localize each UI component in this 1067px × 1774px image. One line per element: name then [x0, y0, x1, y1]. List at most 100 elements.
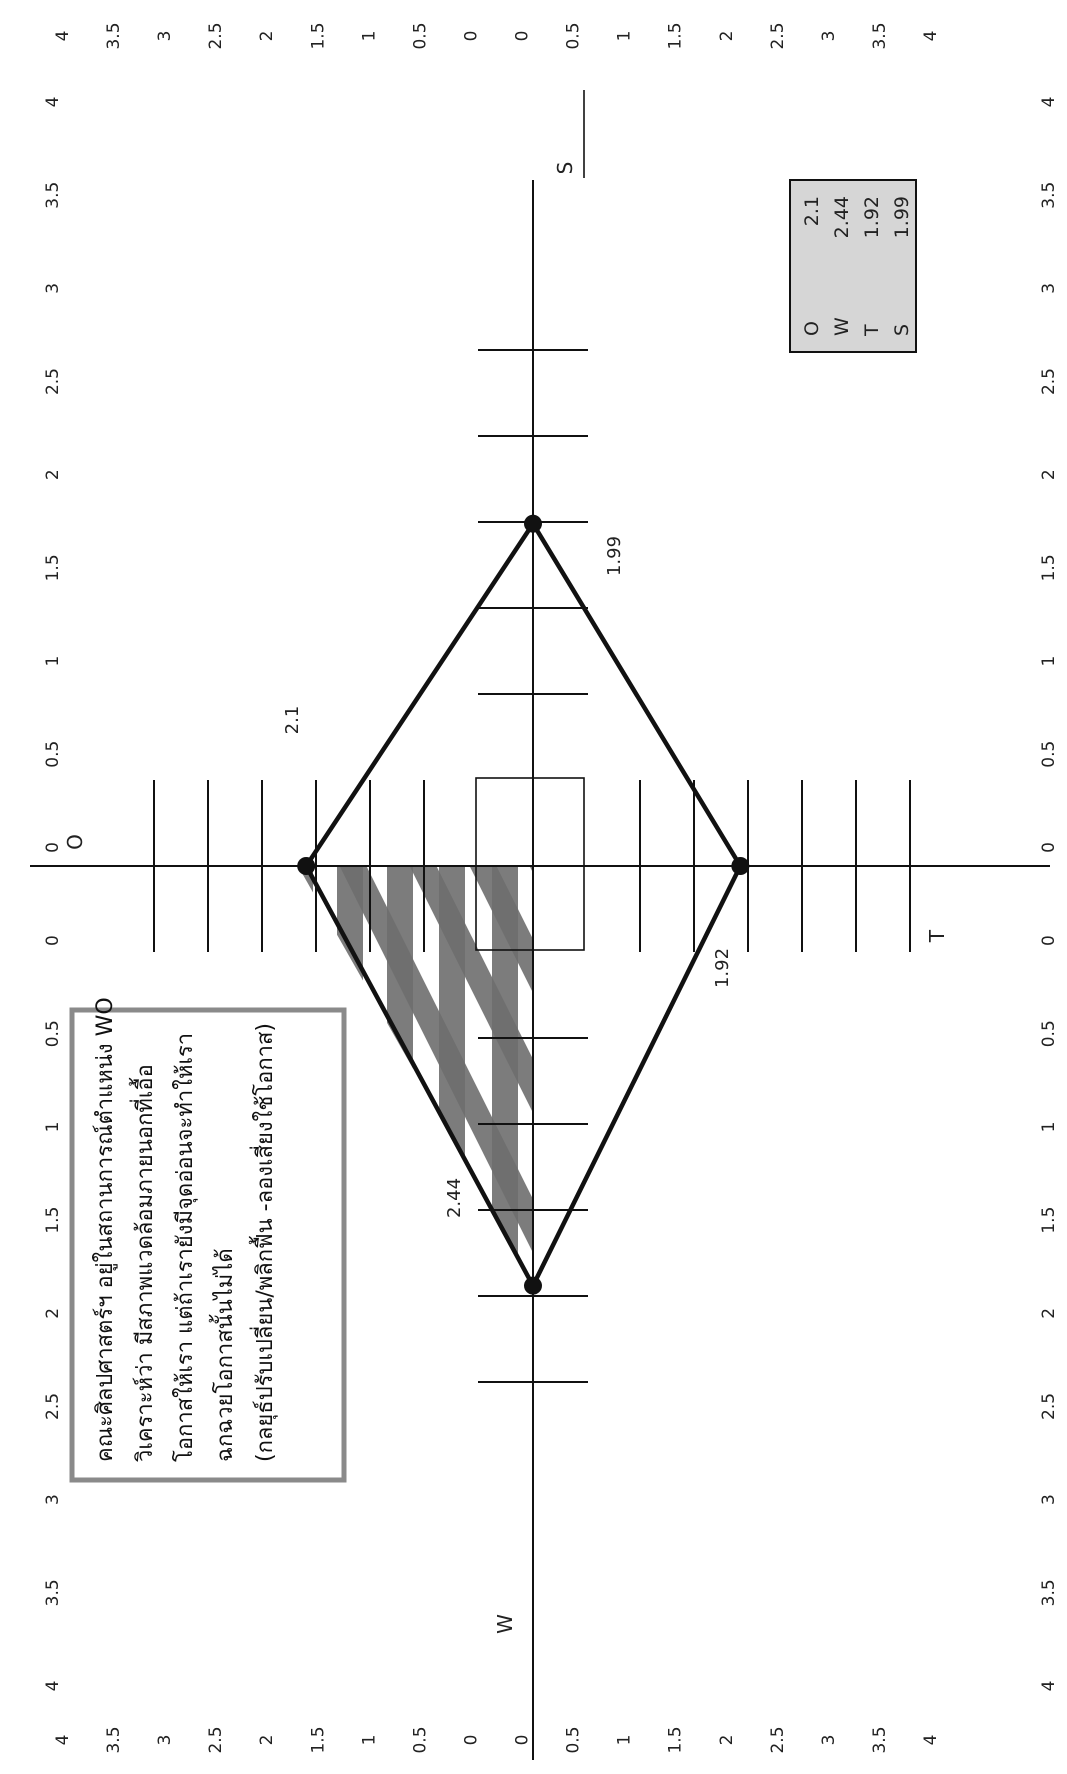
tick-label: 4: [1039, 1681, 1059, 1692]
tick-label: 3: [819, 1735, 839, 1746]
tick-label: 2: [257, 1735, 277, 1746]
tick-label: 1: [359, 31, 379, 42]
point-o: [297, 857, 316, 875]
tick-label: 2.5: [768, 1726, 788, 1753]
legend-background: [789, 179, 917, 353]
tick-label: 2: [717, 1735, 737, 1746]
point-w: [524, 1276, 542, 1295]
tick-label: 0.5: [410, 1726, 430, 1753]
tick-label: 1.5: [1039, 554, 1059, 581]
tick-label: 2: [1039, 1308, 1059, 1319]
value-label-w: 2.44: [444, 1178, 465, 1218]
point-t: [731, 857, 750, 875]
axis-label-w: W: [493, 1614, 517, 1634]
tick-label: 3: [155, 1735, 175, 1746]
axis-label-t: T: [925, 929, 949, 943]
tick-label: 4: [43, 1681, 63, 1692]
note-line: โอกาสให้เรา แต่ถ้าเรายังมีจุดอ่อนจะทำให้…: [172, 1033, 198, 1462]
tick-label: 2.5: [1039, 1393, 1059, 1420]
value-label-s: 1.99: [604, 536, 625, 576]
legend-value: 1.99: [891, 196, 913, 238]
tick-label: 1: [43, 1122, 63, 1133]
tick-label: 4: [921, 31, 941, 42]
tick-label: 4: [53, 31, 73, 42]
legend-value: 2.44: [831, 196, 853, 238]
tick-label: 0.5: [1039, 1020, 1059, 1047]
tick-label: 0.5: [564, 1726, 584, 1753]
tick-label: 3: [1039, 1494, 1059, 1505]
tick-label: 0.5: [564, 22, 584, 49]
tick-label: 2: [257, 31, 277, 42]
legend-key: T: [861, 324, 883, 337]
tick-label: 3.5: [43, 182, 63, 209]
value-label-o: 2.1: [282, 706, 303, 735]
tick-label: 2.5: [43, 1393, 63, 1420]
tick-labels-left: 4 3.5 3 2.5 2 1.5 1 0.5 0 0 0.5 1 1.5 2 2.5 3 3.5 4: [53, 1726, 941, 1753]
legend-key: S: [891, 324, 913, 336]
note-line: (กลยุธ์ปรับเปลี่ยน/พลิกฟื้น -ลองเสี่ยงใช…: [249, 1023, 278, 1462]
tick-labels-bottom: 4 3.5 3 2.5 2 1.5 1 0.5 0 0 0.5 1 1.5 2 2.5 3 3.5 4: [1039, 97, 1059, 1692]
tick-label: 3.5: [1039, 1579, 1059, 1606]
note-box: [69, 1007, 347, 1483]
tick-label: 0.5: [410, 22, 430, 49]
tick-label: 2.5: [768, 22, 788, 49]
tick-labels-top: 4 3.5 3 2.5 2 1.5 1 0.5 0 0 0.5 1 1.5 2 2.5 3 3.5 4: [43, 97, 63, 1692]
tick-label: 1: [615, 1735, 635, 1746]
tick-label: 2.5: [206, 22, 226, 49]
tick-label: 3: [43, 1494, 63, 1505]
tick-label: 3.5: [104, 22, 124, 49]
tick-label: 3: [43, 283, 63, 294]
tick-label: 1: [1039, 1122, 1059, 1133]
tick-label: 0.5: [43, 1020, 63, 1047]
tick-label: 1.5: [308, 22, 328, 49]
tick-label: 1: [359, 1735, 379, 1746]
value-label-t: 1.92: [712, 948, 733, 988]
hatch-diagonal-band: [389, 866, 533, 1280]
tick-label: 1: [615, 31, 635, 42]
note-text: คณะศิลปศาสตร์ฯ อยู่ในสถานการณ์ตำแหน่ง WO…: [92, 997, 278, 1462]
tick-label: 1.5: [666, 1726, 686, 1753]
tick-label: 4: [921, 1735, 941, 1746]
legend-key: W: [831, 317, 853, 336]
tick-label: 3.5: [1039, 182, 1059, 209]
hatch-diagonal-band: [449, 866, 533, 1280]
tick-label: 4: [1039, 97, 1059, 108]
tick-label: 0.5: [43, 741, 63, 768]
legend-value: 1.92: [861, 196, 883, 238]
tick-label: 0: [461, 31, 481, 42]
tick-label: 3.5: [43, 1579, 63, 1606]
tick-label: 0: [43, 842, 63, 853]
hatch-diagonal-band: [509, 866, 533, 1280]
tick-label: 3.5: [104, 1726, 124, 1753]
axis-label-s: S: [553, 162, 577, 175]
tick-label: 2.5: [1039, 368, 1059, 395]
tick-label: 0: [1039, 842, 1059, 853]
tick-label: 2: [717, 31, 737, 42]
tick-labels-right: 4 3.5 3 2.5 2 1.5 1 0.5 0 0 0.5 1 1.5 2 2.5 3 3.5 4: [53, 22, 941, 49]
tick-label: 1: [43, 656, 63, 667]
tick-label: 0: [513, 1735, 533, 1746]
legend-value: 2.1: [801, 196, 823, 226]
horizontal-axis-scale-marks-left: [153, 780, 425, 952]
note-line: ฉกฉวยโอกาสนั้นไม่ได้: [209, 1248, 238, 1462]
tick-label: 0: [1039, 935, 1059, 946]
tick-label: 4: [43, 97, 63, 108]
tick-label: 0.5: [1039, 741, 1059, 768]
tick-label: 1: [1039, 656, 1059, 667]
tick-label: 0: [461, 1735, 481, 1746]
tick-label: 0: [43, 935, 63, 946]
legend-table: O 2.1 W 2.44 T 1.92 S 1.99: [789, 179, 917, 353]
wo-quadrant-hatch: [298, 866, 533, 1280]
origin-square: [475, 777, 585, 951]
point-s: [524, 514, 542, 533]
tick-label: 0: [513, 31, 533, 42]
hatch-diagonal-band: [319, 866, 533, 1280]
legend-key: O: [801, 321, 823, 336]
tick-label: 3: [1039, 283, 1059, 294]
tick-label: 1.5: [308, 1726, 328, 1753]
axis-label-o: O: [63, 834, 87, 850]
tick-label: 1.5: [43, 1207, 63, 1234]
tick-label: 2.5: [43, 368, 63, 395]
